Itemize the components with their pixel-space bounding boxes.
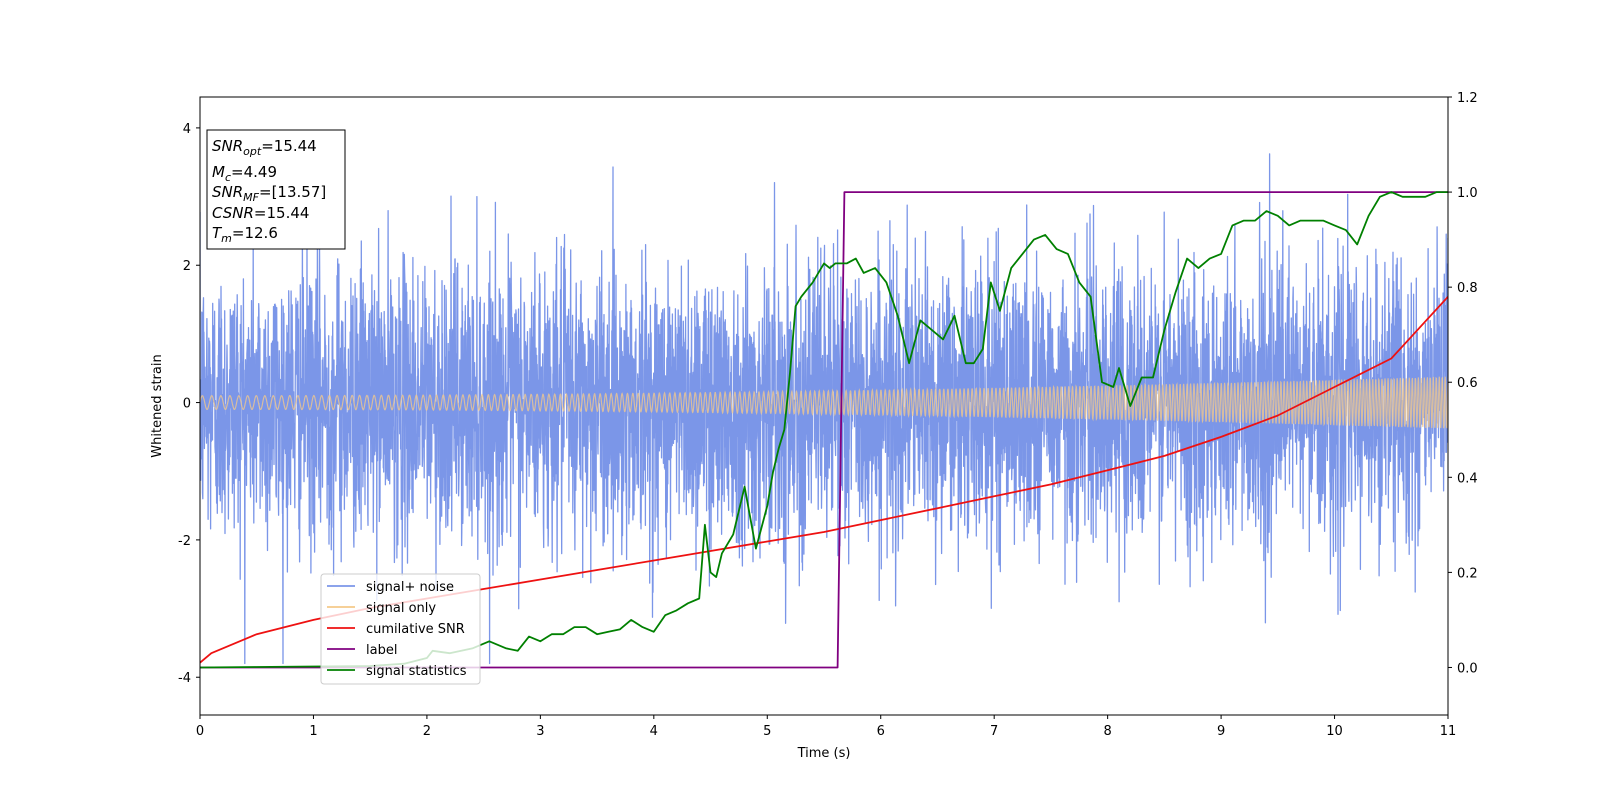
x-tick-label-7: 7 — [990, 724, 998, 739]
legend-label-4: signal statistics — [366, 664, 467, 679]
legend-label-0: signal+ noise — [366, 580, 454, 595]
series-label — [200, 191, 1448, 669]
y-axis-left: -4 -2 0 2 4 — [178, 122, 200, 686]
y-left-tick-label-4: 4 — [183, 122, 191, 137]
x-tick-label-11: 11 — [1440, 724, 1457, 739]
y-left-tick-label-3: 2 — [183, 259, 191, 274]
y-right-tick-label-2: 0.4 — [1457, 471, 1478, 486]
y-right-tick-label-4: 0.8 — [1457, 281, 1478, 296]
annotation-line-0: SNRopt=15.44 — [212, 137, 317, 158]
annotation-box: SNRopt=15.44 Mc=4.49SNRMF=[13.57]CSNR=15.… — [206, 129, 346, 250]
x-tick-label-1: 1 — [309, 724, 317, 739]
series-signal-noise — [200, 153, 1448, 665]
x-axis: 0 1 2 3 4 5 6 7 8 9 10 11 — [196, 715, 1456, 739]
x-tick-label-9: 9 — [1217, 724, 1225, 739]
annotation-line-2: SNRMF=[13.57] — [212, 183, 326, 204]
x-tick-label-2: 2 — [423, 724, 431, 739]
x-tick-label-8: 8 — [1103, 724, 1111, 739]
x-tick-label-4: 4 — [650, 724, 658, 739]
x-tick-label-6: 6 — [877, 724, 885, 739]
legend-label-1: signal only — [366, 601, 436, 616]
y-left-tick-label-0: -4 — [178, 671, 191, 686]
legend-frame — [320, 573, 481, 685]
annotation-line-4: Tm=12.6 — [212, 224, 278, 245]
annotation-line-3: CSNR=15.44 — [212, 204, 309, 222]
y-axis-label: Whitened strain — [150, 354, 165, 457]
y-right-tick-label-0: 0.0 — [1457, 661, 1478, 676]
y-right-tick-label-1: 0.2 — [1457, 566, 1478, 581]
x-tick-label-0: 0 — [196, 724, 204, 739]
plot-frame — [199, 96, 1449, 716]
y-right-tick-label-6: 1.2 — [1457, 91, 1478, 106]
legend: signal+ noise signal only cumilative SNR la… — [320, 573, 481, 685]
series-signal-statistics — [200, 191, 1448, 669]
x-tick-label-5: 5 — [763, 724, 771, 739]
x-axis-label: Time (s) — [797, 746, 851, 761]
legend-label-3: label — [366, 643, 397, 658]
y-right-tick-label-3: 0.6 — [1457, 376, 1478, 391]
legend-label-2: cumilative SNR — [366, 622, 465, 637]
y-right-tick-label-5: 1.0 — [1457, 186, 1478, 201]
x-tick-label-3: 3 — [536, 724, 544, 739]
y-left-tick-label-2: 0 — [183, 397, 191, 412]
y-left-tick-label-1: -2 — [178, 534, 191, 549]
series-signal-only — [200, 376, 1448, 429]
annotation-line-1: Mc=4.49 — [212, 163, 277, 184]
y-axis-right: 0.0 0.2 0.4 0.6 0.8 1.0 1.2 — [1448, 91, 1478, 676]
x-tick-label-10: 10 — [1326, 724, 1343, 739]
